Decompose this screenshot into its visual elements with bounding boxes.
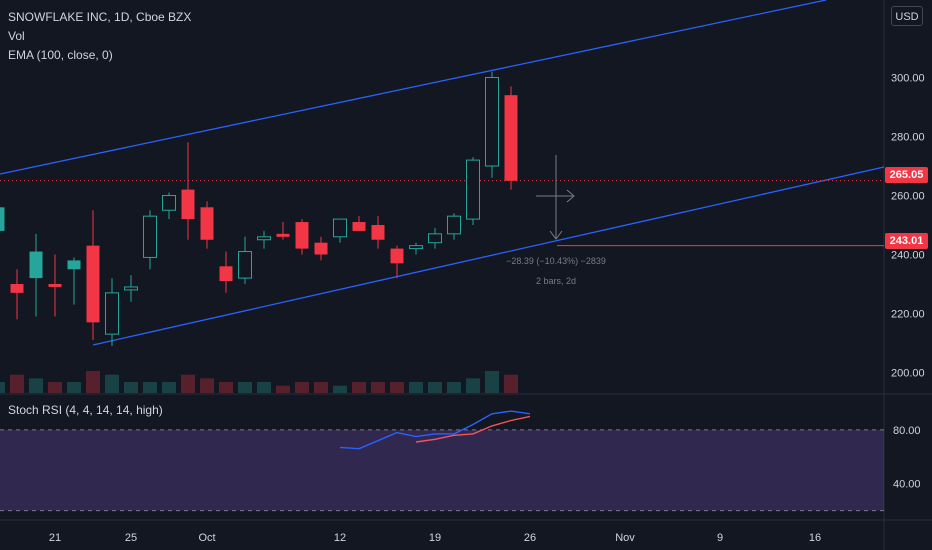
volume-legend: Vol [8, 29, 25, 43]
volume-bar [10, 374, 24, 393]
volume-bar [143, 382, 157, 393]
volume-bar [409, 382, 423, 393]
candle-body [276, 233, 290, 237]
stoch-rsi-legend: Stoch RSI (4, 4, 14, 14, high) [8, 403, 163, 417]
measure-arrow-right [566, 189, 575, 203]
volume-bar [276, 385, 290, 393]
candle-body [352, 222, 366, 231]
currency-badge[interactable]: USD [891, 6, 923, 26]
price-tick-label: 220.00 [891, 309, 925, 321]
time-tick-label: 9 [717, 532, 723, 544]
measure-bars-text: 2 bars, 2d [536, 276, 576, 286]
volume-bar [314, 382, 328, 393]
time-tick-label: 26 [524, 532, 536, 544]
time-tick-label: 21 [49, 532, 61, 544]
measure-arrow-down [549, 230, 563, 240]
symbol-title: SNOWFLAKE INC, 1D, Cboe BZX [8, 10, 192, 24]
candle-body [219, 266, 233, 282]
candle-body [333, 218, 347, 238]
volume-bar [181, 374, 195, 393]
channel-upper-line [0, 0, 827, 175]
rsi-tick-label: 40.00 [893, 479, 921, 491]
volume-bar [371, 382, 385, 393]
candle-body [143, 215, 157, 258]
rsi-tick-label: 80.00 [893, 425, 921, 437]
candle-body [485, 77, 499, 167]
time-tick-label: 16 [809, 532, 821, 544]
price-tick-label: 260.00 [891, 191, 925, 203]
time-tick-label: 19 [429, 532, 441, 544]
volume-bar [124, 382, 138, 393]
stoch-rsi-k-line [339, 410, 531, 450]
last-price-label: 265.05 [885, 167, 928, 183]
candle-body [371, 225, 385, 240]
candle-body [0, 207, 5, 231]
stoch-rsi-band [0, 429, 884, 511]
candle-body [447, 215, 461, 235]
volume-bar [466, 378, 480, 393]
candle-body [200, 207, 214, 240]
candle-body [67, 260, 81, 270]
candle-body [86, 245, 100, 323]
candle-body [124, 286, 138, 291]
candle-body [409, 245, 423, 250]
candle-body [48, 284, 62, 287]
volume-bar [295, 382, 309, 393]
volume-bar [352, 382, 366, 393]
channel-lower-line [92, 166, 885, 346]
volume-bar [428, 382, 442, 393]
candle-body [466, 159, 480, 220]
candle-body [314, 242, 328, 255]
volume-bar [67, 382, 81, 393]
candle-body [428, 233, 442, 244]
volume-bar [485, 371, 499, 393]
volume-bar [200, 378, 214, 393]
price-tick-label: 200.00 [891, 368, 925, 380]
measure-change-text: −28.39 (−10.43%) −2839 [506, 256, 606, 266]
volume-bar [162, 382, 176, 393]
candle-body [295, 222, 309, 249]
volume-bar [86, 371, 100, 393]
volume-bar [48, 382, 62, 393]
volume-bar [219, 382, 233, 393]
price-tick-label: 300.00 [891, 73, 925, 85]
candle-body [181, 189, 195, 220]
ema-legend: EMA (100, close, 0) [8, 48, 113, 62]
candle-body [105, 292, 119, 335]
price-tick-label: 240.00 [891, 250, 925, 262]
volume-bar [333, 385, 347, 393]
candle-body [504, 95, 518, 181]
target-price-label: 243.01 [885, 233, 928, 249]
candle-body [162, 195, 176, 211]
volume-bar [257, 382, 271, 393]
time-tick-label: Nov [615, 532, 635, 544]
candle-body [238, 251, 252, 279]
candle-body [29, 251, 43, 279]
candle-body [390, 248, 404, 264]
price-tick-label: 280.00 [891, 132, 925, 144]
candle-body [10, 284, 24, 293]
volume-bar [447, 382, 461, 393]
volume-bar [390, 382, 404, 393]
time-tick-label: 25 [125, 532, 137, 544]
volume-bar [29, 378, 43, 393]
time-tick-label: 12 [334, 532, 346, 544]
volume-bar [105, 374, 119, 393]
candle-body [257, 236, 271, 241]
stoch-rsi-d-line [415, 415, 531, 443]
time-tick-label: Oct [198, 532, 215, 544]
volume-bar [0, 382, 5, 393]
volume-bar [504, 374, 518, 393]
volume-bar [238, 382, 252, 393]
